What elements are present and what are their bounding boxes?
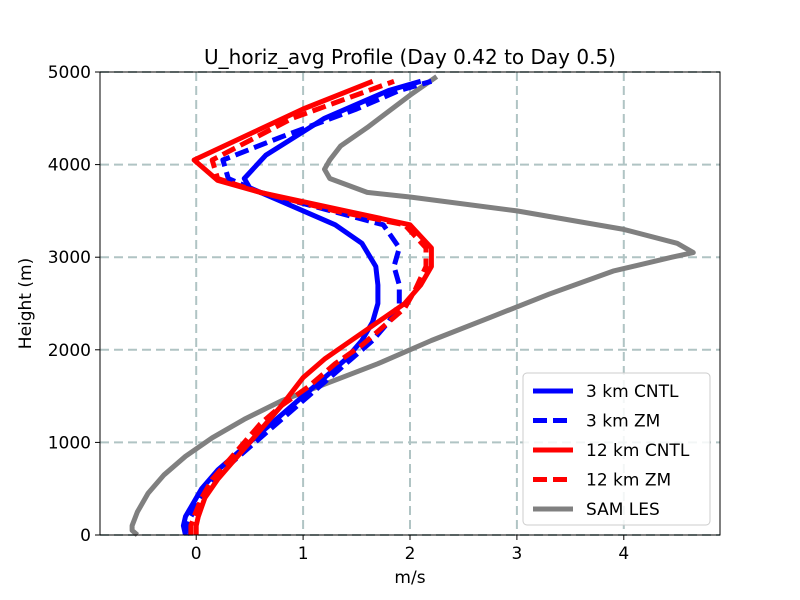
legend-box bbox=[522, 372, 711, 526]
y-tick-label: 3000 bbox=[48, 248, 91, 268]
chart-title: U_horiz_avg Profile (Day 0.42 to Day 0.5… bbox=[204, 45, 616, 69]
series-line-3-km-zm bbox=[185, 78, 433, 536]
x-tick-label: 1 bbox=[298, 544, 309, 564]
series-group bbox=[129, 74, 696, 537]
x-tick-label: 2 bbox=[405, 544, 416, 564]
y-tick-label: 4000 bbox=[48, 156, 91, 176]
x-tick-label: 0 bbox=[191, 544, 202, 564]
y-tick-label: 5000 bbox=[48, 63, 91, 83]
y-tick-label: 1000 bbox=[48, 433, 91, 453]
y-tick-label: 2000 bbox=[48, 341, 91, 361]
y-tick-label: 0 bbox=[80, 526, 91, 546]
legend: 3 km CNTL 3 km ZM 12 km CNTL 12 km ZM SAM LE… bbox=[522, 372, 711, 526]
legend-label: SAM LES bbox=[586, 500, 660, 520]
series-line-12-km-zm bbox=[188, 78, 429, 535]
series-line-sam-les bbox=[129, 74, 696, 537]
y-axis-label: Height (m) bbox=[16, 258, 36, 349]
legend-label: 12 km ZM bbox=[586, 471, 671, 491]
legend-label: 3 km ZM bbox=[586, 412, 660, 432]
legend-label: 3 km CNTL bbox=[586, 382, 679, 402]
ticks: 0 1 2 3 4 0 1000 2000 3000 4000 5000 bbox=[48, 63, 629, 564]
legend-label: 12 km CNTL bbox=[586, 441, 690, 461]
x-axis-label: m/s bbox=[394, 568, 425, 588]
x-tick-label: 4 bbox=[618, 544, 629, 564]
x-tick-label: 3 bbox=[511, 544, 522, 564]
